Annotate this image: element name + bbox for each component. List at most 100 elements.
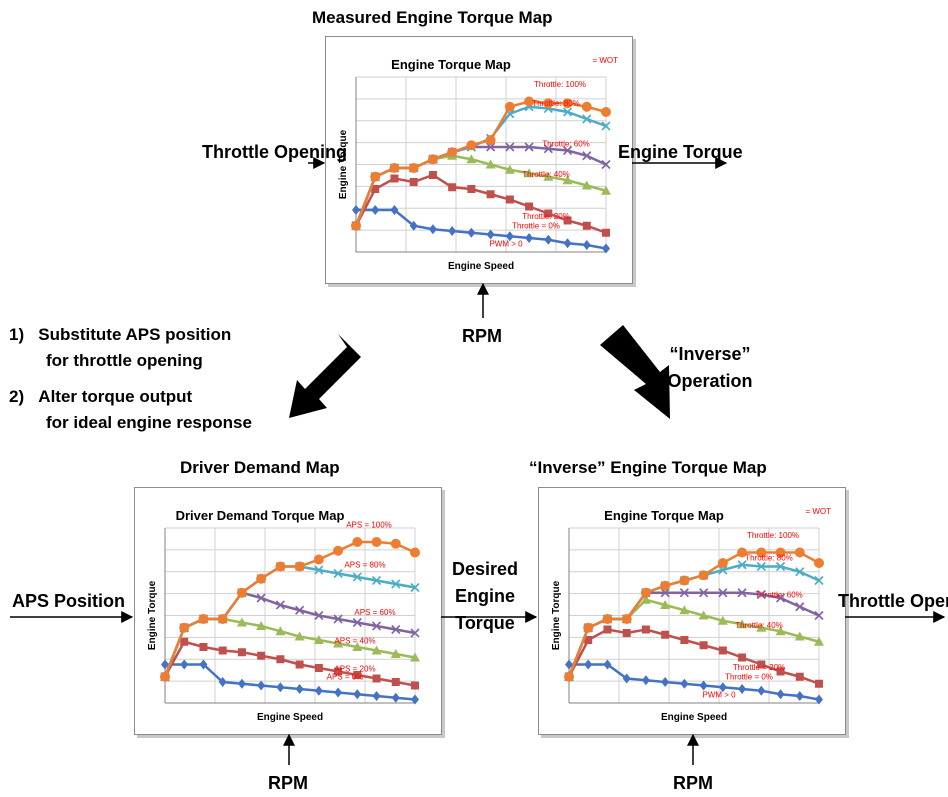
data-point-aps-60	[295, 605, 305, 615]
data-point-throttle-100	[389, 163, 400, 173]
data-point-aps-100	[313, 554, 324, 565]
data-point-aps-60	[333, 614, 343, 624]
data-point-throttle-20	[602, 228, 610, 237]
data-point-throttle-60	[679, 588, 689, 598]
data-point-aps-20	[199, 643, 208, 651]
step-1-line-1: Substitute APS position	[38, 325, 232, 344]
data-point-throttle-20	[582, 221, 591, 230]
data-point-aps-0	[314, 685, 323, 696]
data-point-throttle-20	[544, 209, 553, 218]
inverse-operation-label: “Inverse” Operation	[650, 341, 770, 395]
annotation-wot: = WOT	[805, 507, 831, 516]
engine-torque-text: Engine Torque	[618, 142, 743, 162]
data-point-aps-0	[295, 684, 304, 694]
data-point-aps-100	[256, 573, 267, 584]
data-point-throttle-20	[584, 636, 593, 644]
data-point-throttle-100	[466, 140, 477, 151]
data-point-aps-20	[391, 678, 400, 686]
data-point-throttle-0	[467, 227, 476, 238]
data-point-throttle-40	[485, 159, 496, 169]
data-point-aps-0	[199, 659, 208, 670]
data-point-throttle-40	[640, 594, 651, 604]
measured-map-heading: Measured Engine Torque Map	[312, 8, 553, 27]
data-point-throttle-100	[564, 671, 574, 682]
data-point-throttle-100	[660, 580, 671, 591]
rpm-label-right: RPM	[673, 773, 713, 793]
data-point-throttle-0	[661, 677, 670, 687]
aps-position-input-label: APS Position	[12, 588, 125, 615]
data-point-throttle-40	[737, 619, 748, 629]
data-point-aps-80	[410, 582, 420, 593]
data-point-aps-0	[161, 659, 169, 670]
data-point-throttle-20	[718, 646, 727, 655]
data-point-aps-40	[371, 645, 382, 655]
data-point-throttle-0	[448, 226, 457, 236]
data-point-throttle-80	[562, 107, 573, 117]
data-point-throttle-100	[447, 147, 458, 158]
data-point-throttle-60	[756, 589, 766, 600]
chart-title: Engine Torque Map	[391, 57, 511, 72]
data-point-aps-100	[333, 545, 344, 556]
data-point-aps-80	[371, 575, 382, 586]
data-point-aps-60	[256, 593, 266, 603]
data-point-throttle-40	[543, 171, 554, 181]
data-point-throttle-100	[427, 154, 438, 165]
data-point-throttle-0	[641, 675, 650, 686]
data-point-throttle-0	[757, 685, 766, 696]
data-point-throttle-20	[525, 202, 534, 211]
data-point-throttle-100	[814, 558, 824, 568]
data-point-throttle-80	[814, 575, 824, 586]
data-point-aps-60	[410, 628, 420, 638]
engine-torque-output-label: Engine Torque	[618, 139, 743, 166]
data-point-throttle-100	[737, 547, 748, 558]
data-point-throttle-0	[409, 220, 418, 231]
data-point-throttle-80	[737, 560, 747, 570]
data-point-aps-0	[276, 682, 285, 693]
driver-demand-torque-chart: Driver Demand Torque Map Engine Speed Engi…	[147, 508, 420, 723]
data-point-aps-0	[218, 677, 227, 687]
data-point-throttle-40	[679, 605, 690, 615]
data-point-throttle-0	[718, 682, 727, 693]
data-point-throttle-20	[622, 629, 631, 637]
data-point-throttle-0	[584, 659, 593, 670]
data-point-throttle-100	[756, 547, 767, 558]
data-point-throttle-40	[756, 622, 767, 632]
data-point-throttle-60	[660, 588, 670, 598]
data-point-throttle-100	[698, 570, 709, 581]
data-point-throttle-20	[738, 653, 747, 662]
data-point-throttle-60	[814, 610, 824, 621]
data-point-aps-0	[257, 680, 266, 691]
data-point-aps-60	[371, 621, 382, 631]
data-point-throttle-0	[603, 659, 612, 670]
series-label-aps-60: APS = 60%	[354, 608, 395, 617]
data-point-aps-40	[256, 621, 267, 630]
data-point-throttle-80	[582, 114, 592, 124]
throttle-opening-text: Throttle Opening	[202, 142, 347, 162]
step-2: 2) Alter torque output for ideal engine …	[9, 384, 252, 436]
data-point-throttle-60	[737, 588, 747, 598]
data-point-aps-40	[236, 617, 247, 627]
data-point-throttle-100	[543, 98, 554, 109]
data-point-aps-60	[352, 617, 362, 628]
data-point-throttle-60	[562, 145, 573, 156]
rpm-label-left: RPM	[268, 773, 308, 793]
series-label-aps-20: APS = 20%	[334, 665, 375, 674]
data-point-throttle-0	[390, 205, 399, 215]
data-point-aps-20	[353, 671, 362, 679]
data-point-aps-100	[236, 587, 247, 598]
driver-demand-chart-box: Driver Demand Torque Map Engine Speed Engi…	[134, 487, 442, 735]
data-point-throttle-20	[428, 171, 437, 179]
data-point-aps-80	[333, 568, 343, 579]
data-point-throttle-0	[699, 680, 708, 691]
data-point-throttle-100	[562, 98, 573, 109]
data-point-throttle-20	[757, 660, 766, 669]
data-point-throttle-60	[775, 593, 786, 603]
measured-torque-chart: Engine Torque Map Engine Speed Engine Torq…	[338, 56, 618, 272]
data-point-throttle-100	[794, 547, 805, 558]
data-point-throttle-100	[640, 587, 651, 598]
data-point-throttle-20	[603, 625, 612, 634]
data-point-throttle-0	[738, 684, 747, 694]
data-point-aps-100	[410, 547, 420, 558]
data-point-aps-0	[334, 687, 343, 698]
data-point-throttle-0	[776, 689, 785, 700]
